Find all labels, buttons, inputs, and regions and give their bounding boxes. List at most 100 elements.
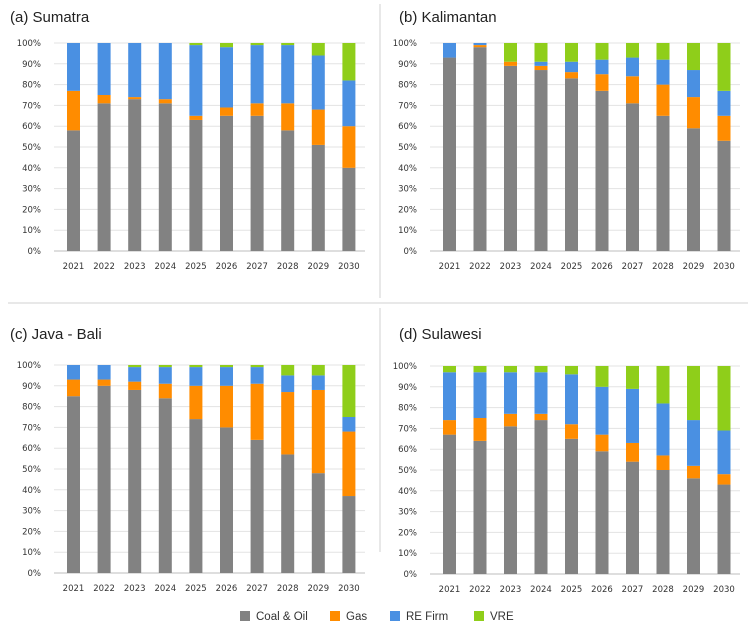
kalimantan-bar-2030-re-firm (717, 90, 731, 116)
java-bali-bar-2028-vre (281, 365, 295, 376)
java-bali-bar-2029-vre (311, 365, 325, 376)
kalimantan-bar-2026-vre (595, 43, 609, 60)
sulawesi-bar-2028-gas (656, 455, 670, 470)
sulawesi-xtick-label: 2022 (469, 585, 491, 595)
java-bali-ytick-label: 60% (22, 444, 41, 454)
sulawesi-bar-2024-vre (534, 366, 548, 373)
sumatra-bar-2030-gas (342, 126, 356, 168)
java-bali-bar-2027-gas (250, 383, 264, 440)
sumatra-bar-2025-re-firm (189, 45, 203, 116)
sumatra-bar-2021-coal-oil (67, 130, 80, 251)
legend-label-re-firm: RE Firm (406, 611, 448, 623)
java-bali-bar-2023-gas (128, 381, 142, 390)
sulawesi-ytick-label: 50% (398, 466, 417, 476)
java-bali-bar-2029-re-firm (311, 375, 325, 390)
kalimantan-ytick-label: 20% (398, 205, 417, 215)
java-bali-bar-2023-vre (128, 365, 142, 368)
kalimantan-xtick-label: 2024 (530, 262, 552, 272)
sulawesi-xtick-label: 2023 (500, 585, 522, 595)
kalimantan-bar-2030-vre (717, 43, 731, 91)
java-bali-ytick-label: 20% (22, 527, 41, 537)
kalimantan-bar-2027-re-firm (626, 57, 639, 77)
sumatra-bar-2026-coal-oil (220, 115, 233, 251)
kalimantan-bar-2026-coal-oil (595, 90, 609, 251)
kalimantan-bar-2024-re-firm (534, 61, 548, 66)
sumatra-xtick-label: 2026 (216, 262, 238, 272)
sulawesi-ytick-label: 30% (398, 508, 417, 518)
kalimantan-bar-2028-re-firm (656, 59, 670, 85)
sulawesi-ytick-label: 100% (393, 362, 417, 372)
java-bali-bar-2024-vre (158, 365, 172, 368)
java-bali-bar-2025-vre (189, 365, 203, 368)
java-bali-bar-2027-re-firm (250, 367, 264, 384)
sumatra-xtick-label: 2030 (338, 262, 360, 272)
chart-panel-sulawesi: (d) Sulawesi 0% 10% 20% 30% 40% 50% 60% 70% 80% 9… (393, 326, 740, 595)
sumatra-bar-2025-gas (189, 115, 203, 120)
java-bali-xtick-label: 2022 (93, 584, 115, 594)
sumatra-bar-2029-coal-oil (311, 144, 325, 251)
java-bali-bar-2021-re-firm (67, 365, 80, 380)
sulawesi-bar-2026-gas (595, 434, 609, 452)
java-bali-bar-2023-coal-oil (128, 389, 142, 573)
java-bali-ytick-label: 70% (22, 423, 41, 433)
sulawesi-xtick-label: 2024 (530, 585, 552, 595)
sumatra-bar-2026-gas (220, 107, 233, 116)
java-bali-xtick-label: 2026 (216, 584, 238, 594)
sulawesi-bar-2030-gas (717, 474, 731, 485)
sulawesi-xtick-label: 2025 (561, 585, 583, 595)
kalimantan-ytick-label: 30% (398, 185, 417, 195)
sulawesi-bar-2029-vre (687, 366, 700, 421)
sumatra-ytick-label: 0% (28, 247, 42, 257)
kalimantan-bar-2021-re-firm (443, 43, 456, 58)
java-bali-xtick-label: 2029 (307, 584, 329, 594)
sumatra-bar-2023-gas (128, 97, 142, 100)
java-bali-bar-2025-re-firm (189, 367, 203, 386)
kalimantan-bar-2021-coal-oil (443, 57, 456, 252)
kalimantan-bar-2026-gas (595, 74, 609, 91)
java-bali-bar-2026-vre (220, 365, 233, 368)
java-bali-bar-2025-coal-oil (189, 419, 203, 573)
sumatra-ytick-label: 40% (22, 164, 41, 174)
sulawesi-xtick-label: 2027 (622, 585, 644, 595)
sulawesi-bar-2024-re-firm (534, 372, 548, 414)
sumatra-ytick-label: 90% (22, 60, 41, 70)
sulawesi-bar-2023-gas (504, 413, 517, 427)
kalimantan-bar-2028-vre (656, 43, 670, 60)
sulawesi-bar-2025-gas (565, 424, 578, 439)
sumatra-bar-2021-re-firm (67, 43, 80, 91)
sumatra-bar-2026-vre (220, 43, 233, 48)
kalimantan-ytick-label: 60% (398, 122, 417, 132)
java-bali-bar-2028-gas (281, 392, 295, 455)
kalimantan-bar-2030-coal-oil (717, 140, 731, 251)
sumatra-ytick-label: 100% (17, 39, 41, 49)
sumatra-xtick-label: 2024 (154, 262, 176, 272)
kalimantan-bar-2027-gas (626, 76, 639, 104)
kalimantan-xtick-label: 2022 (469, 262, 491, 272)
sulawesi-bar-2023-re-firm (504, 372, 517, 414)
sulawesi-xtick-label: 2021 (439, 585, 461, 595)
kalimantan-bar-2025-gas (565, 72, 578, 79)
sumatra-ytick-label: 20% (22, 205, 41, 215)
sumatra-bar-2027-coal-oil (250, 115, 264, 251)
kalimantan-bar-2022-gas (473, 45, 487, 48)
sulawesi-bar-2024-gas (534, 413, 548, 421)
legend-label-vre: VRE (490, 611, 514, 623)
sulawesi-bar-2027-gas (626, 442, 639, 462)
sulawesi-bar-2029-coal-oil (687, 478, 700, 574)
sulawesi-ytick-label: 90% (398, 383, 417, 393)
kalimantan-bar-2023-vre (504, 43, 517, 62)
kalimantan-bar-2028-gas (656, 84, 670, 116)
java-bali-bar-2030-gas (342, 431, 356, 497)
legend-swatch-coal-oil (240, 611, 250, 621)
java-bali-bar-2026-gas (220, 385, 233, 428)
java-bali-xtick-label: 2025 (185, 584, 207, 594)
legend-swatch-vre (474, 611, 484, 621)
sulawesi-bar-2028-vre (656, 366, 670, 404)
java-bali-bar-2028-re-firm (281, 375, 295, 393)
legend-swatch-gas (330, 611, 340, 621)
java-bali-bar-2026-re-firm (220, 367, 233, 386)
java-bali-bar-2022-coal-oil (97, 385, 111, 573)
sumatra-bar-2024-coal-oil (158, 103, 172, 251)
sumatra-bar-2029-re-firm (311, 55, 325, 110)
sumatra-bar-2023-re-firm (128, 43, 142, 98)
